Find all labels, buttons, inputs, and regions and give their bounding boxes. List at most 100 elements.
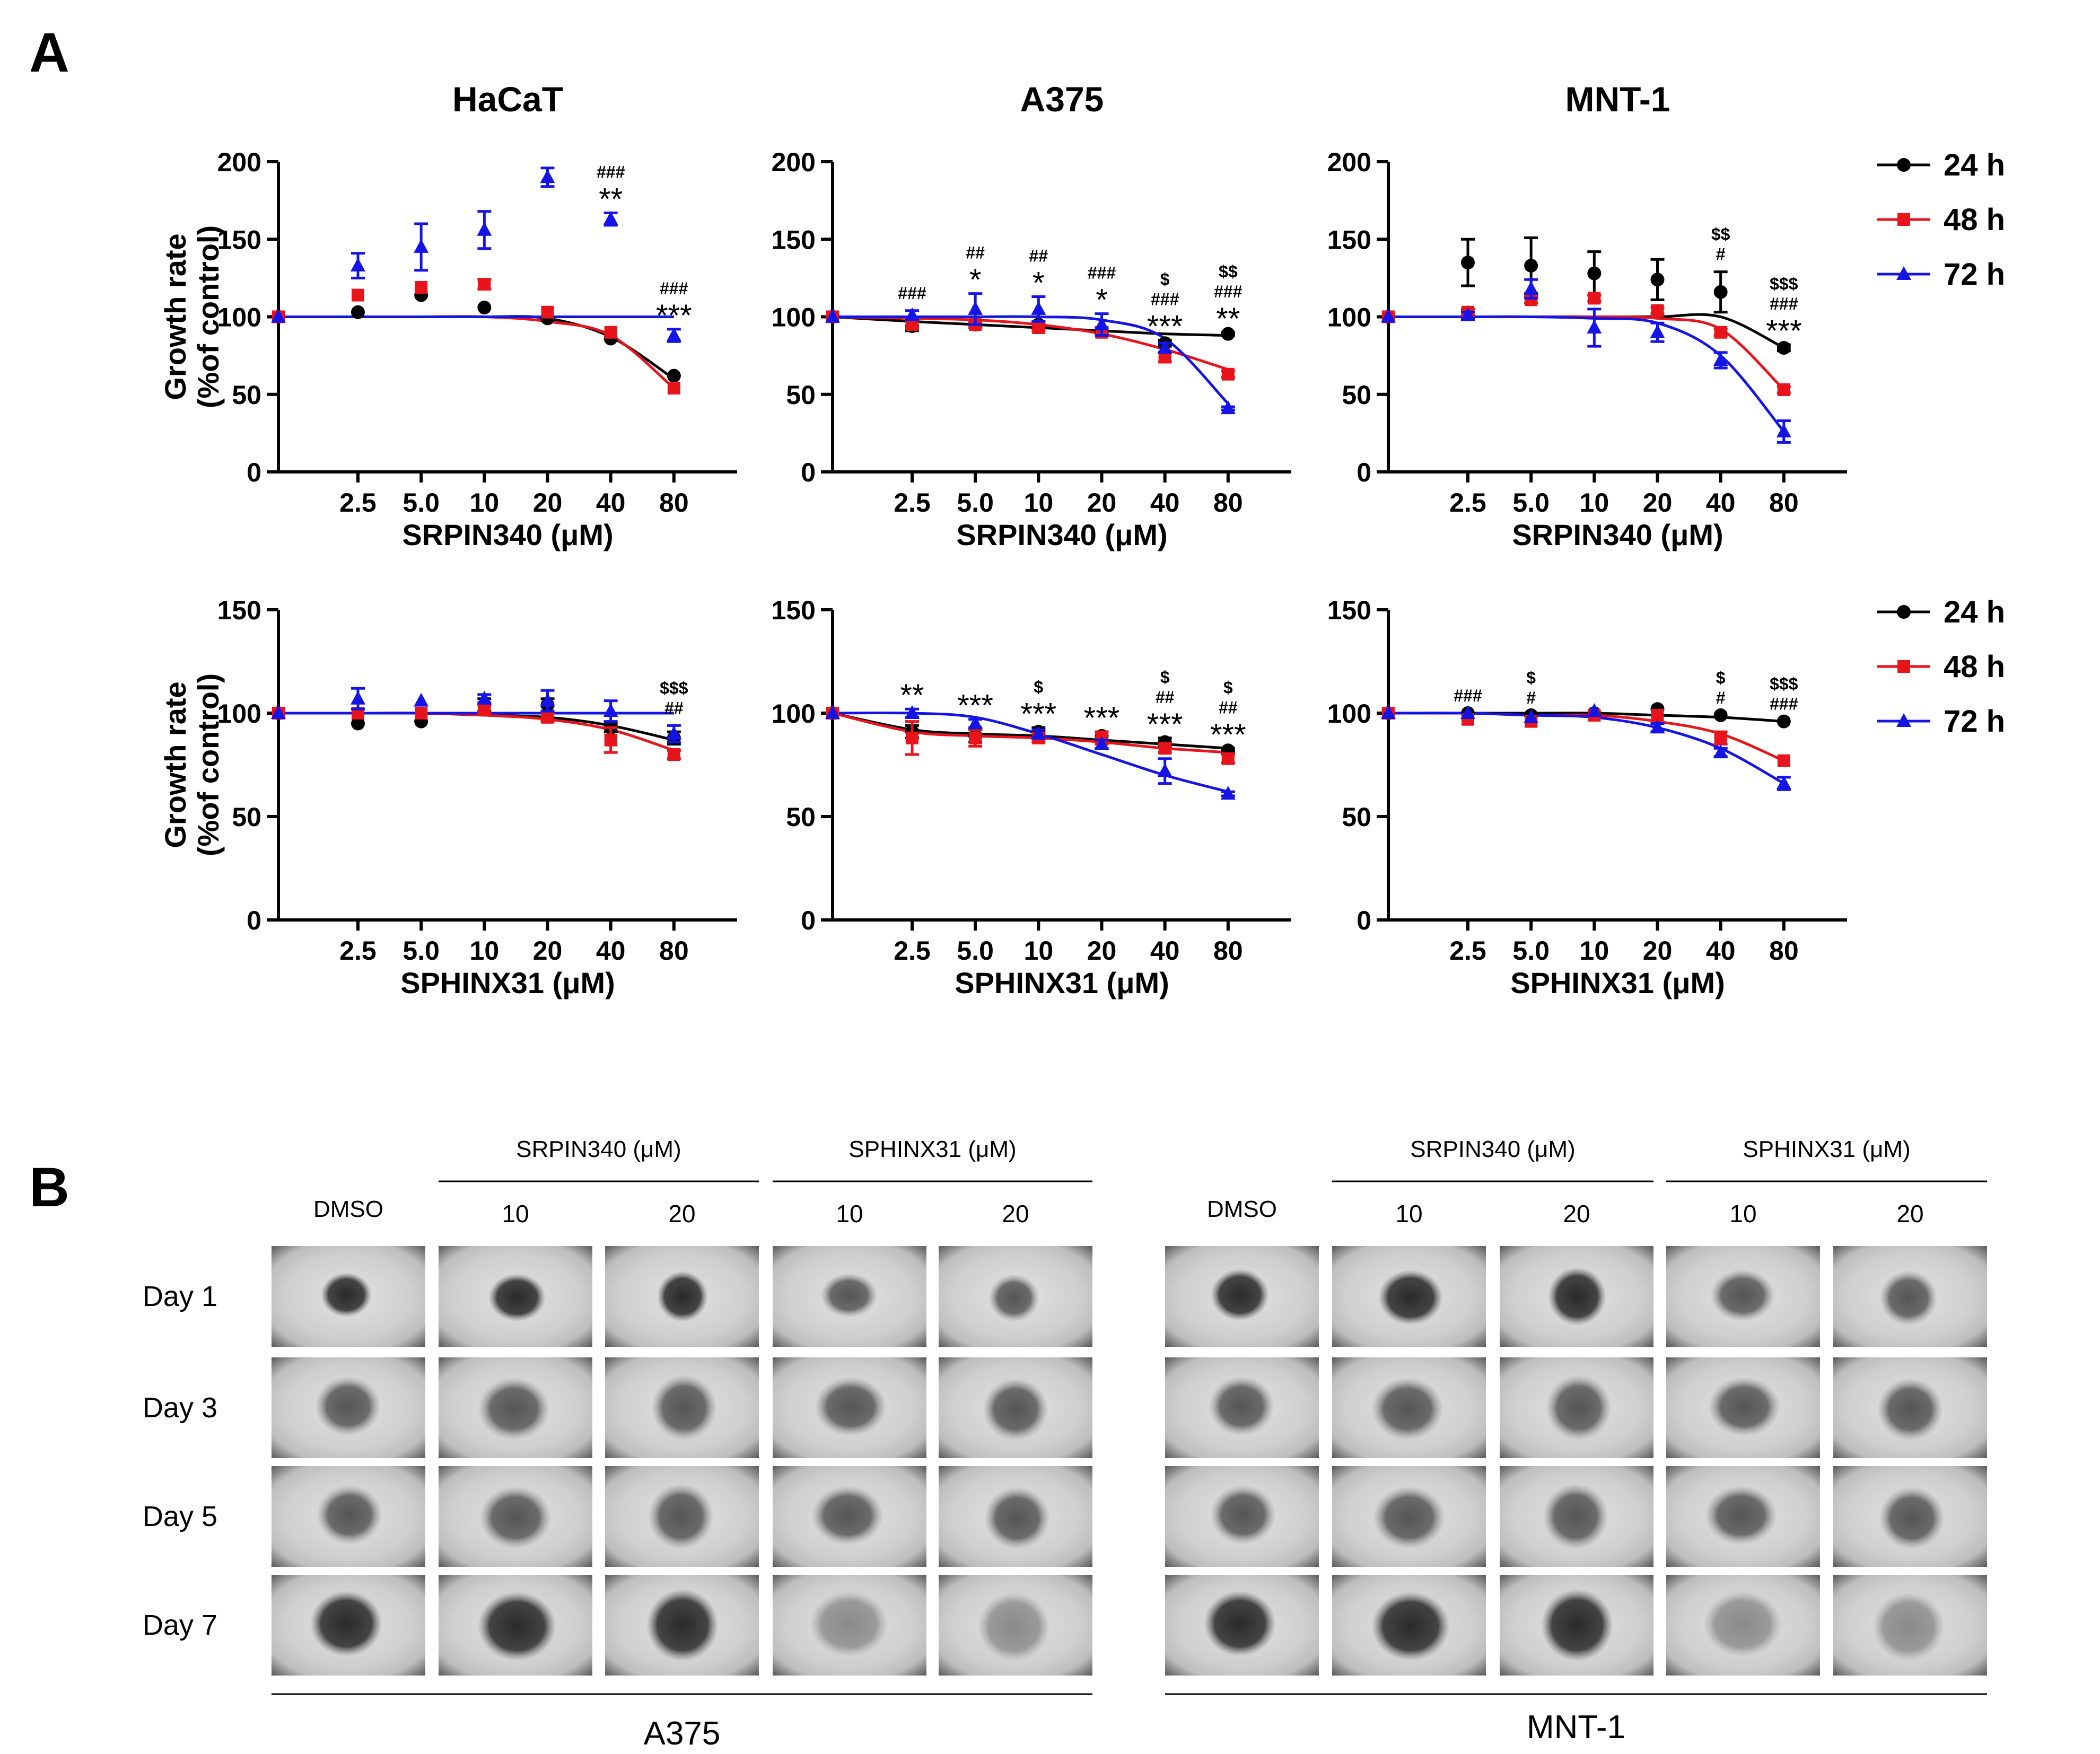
spheroid-image [605, 1466, 759, 1567]
significance-mark: ### [898, 284, 926, 303]
data-point-72h [540, 692, 555, 707]
y-tick-label: 150 [772, 225, 816, 255]
x-tick-label: 80 [1769, 488, 1799, 518]
data-point-72h [1094, 736, 1109, 750]
data-point-72h [540, 169, 555, 183]
spheroid-image [1500, 1466, 1653, 1567]
spheroid [810, 1591, 888, 1657]
significance-mark: $$$ [1770, 274, 1798, 293]
data-point-72h [351, 257, 365, 271]
spheroid [488, 1274, 546, 1321]
significance-mark: $ [1223, 678, 1233, 697]
data-point-48h [478, 703, 491, 716]
data-point-24h [1587, 266, 1602, 280]
data-point-48h [667, 382, 680, 395]
spheroid-image [1666, 1357, 1820, 1458]
data-point-72h [968, 715, 983, 730]
x-tick-label: 40 [1706, 936, 1736, 966]
legend-label: 72 h [1944, 704, 2005, 739]
x-tick-label: 2.5 [894, 936, 931, 966]
spheroid [1708, 1377, 1780, 1436]
legend-label: 24 h [1944, 148, 2005, 182]
fit-curve-24h [278, 315, 675, 380]
x-tick-label: 2.5 [1449, 936, 1486, 966]
data-point-72h [1460, 307, 1475, 321]
spheroid [1210, 1485, 1276, 1545]
panel-a-label: A [29, 22, 69, 84]
significance-mark: *** [1084, 701, 1120, 735]
spheroid-image [1165, 1246, 1319, 1347]
drug-label: SRPIN340 (μM) [1410, 1136, 1575, 1162]
data-point-72h [1220, 400, 1236, 415]
x-tick-label: 5.0 [957, 488, 994, 518]
significance-mark: # [1716, 688, 1726, 707]
data-point-48h [1777, 754, 1790, 767]
data-point-24h [1461, 256, 1475, 270]
spheroid-image [1666, 1466, 1820, 1567]
data-point-48h [1651, 304, 1664, 317]
dose-label: 10 [836, 1200, 863, 1227]
significance-mark: ### [1770, 695, 1798, 714]
significance-mark: * [1032, 266, 1045, 300]
spheroid-image [773, 1466, 926, 1567]
significance-mark: $ [1160, 668, 1170, 687]
chart-title: HaCaT [452, 80, 563, 119]
data-point-48h [1714, 731, 1727, 744]
spheroid-image [439, 1357, 592, 1458]
x-tick-label: 80 [659, 936, 689, 966]
chart-4: 0 50 100 150 2.5 5.0 10 20 40 80 SPHINX31 (μM) Grow… [159, 595, 737, 999]
data-point-72h [414, 239, 429, 253]
data-point-48h [478, 278, 491, 291]
x-tick-label: 2.5 [894, 488, 931, 518]
spheroid-image [605, 1575, 759, 1676]
spheroid-image [1666, 1246, 1820, 1347]
legend-label: 48 h [1944, 650, 2005, 684]
y-tick-label: 50 [1342, 380, 1371, 410]
day-label: Day 7 [143, 1609, 217, 1641]
y-tick-label: 0 [247, 458, 261, 487]
significance-mark: ** [599, 182, 623, 217]
y-tick-label: 150 [772, 595, 816, 625]
data-point-72h [1713, 744, 1728, 759]
dose-label: 10 [502, 1200, 529, 1227]
y-tick-label: 100 [772, 699, 816, 729]
spheroid-image [1833, 1575, 1987, 1676]
chart-1: 0 50 100 150 200 2.5 5.0 10 20 40 80 SRPIN340 (μM) H… [159, 80, 737, 551]
data-point-72h [666, 726, 681, 740]
spheroid [1371, 1592, 1450, 1661]
spheroid [1879, 1487, 1945, 1549]
spheroid-image [1666, 1575, 1820, 1676]
day-label: Day 1 [143, 1281, 217, 1312]
spheroid [983, 1378, 1048, 1441]
legend-marker [1897, 158, 1911, 172]
spheroid-image [939, 1575, 1092, 1676]
significance-mark: ### [1088, 264, 1116, 283]
spheroid [1371, 1378, 1443, 1440]
data-point-48h [1032, 321, 1045, 334]
x-tick-label: 20 [1087, 488, 1117, 518]
data-point-48h [415, 280, 428, 294]
x-axis-label: SRPIN340 (μM) [956, 518, 1167, 551]
spheroid-image [272, 1575, 425, 1676]
dose-label: 20 [668, 1200, 695, 1227]
legend-label: 48 h [1944, 203, 2005, 237]
data-point-72h [351, 690, 365, 705]
data-point-24h [1713, 285, 1728, 299]
spheroid-image [1165, 1575, 1319, 1676]
data-point-72h [603, 703, 618, 717]
spheroid [317, 1485, 382, 1545]
data-point-48h [352, 288, 364, 302]
spheroid [988, 1274, 1039, 1322]
spheroid [310, 1591, 382, 1656]
x-tick-label: 20 [533, 936, 563, 966]
data-point-72h [905, 307, 920, 321]
data-point-72h [666, 327, 681, 341]
data-point-72h [271, 309, 286, 323]
spheroid-image [1833, 1466, 1987, 1567]
spheroid [1541, 1589, 1613, 1661]
x-tick-label: 10 [1024, 936, 1054, 966]
data-point-48h [1588, 292, 1601, 305]
x-tick-label: 10 [1024, 488, 1054, 518]
data-point-24h [351, 716, 365, 731]
